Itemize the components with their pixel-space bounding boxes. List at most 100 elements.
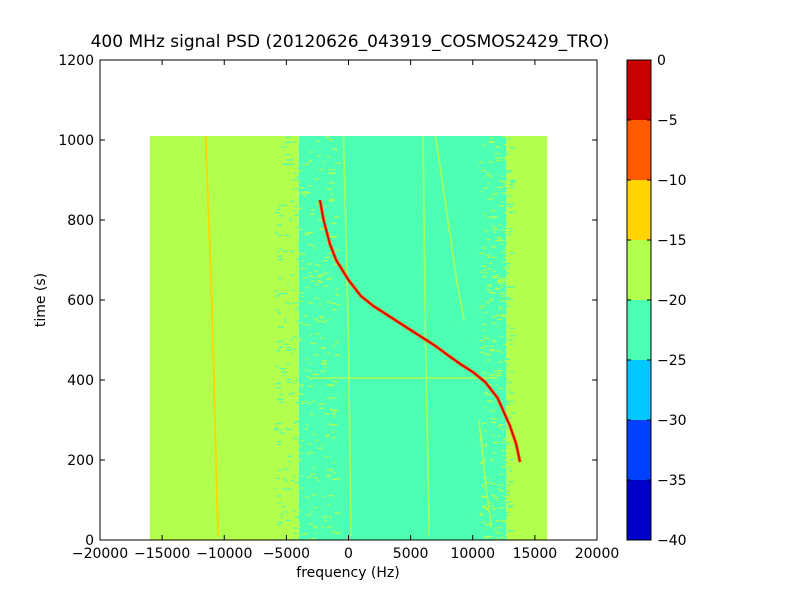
colorbar-tick-label: −25 — [657, 353, 687, 369]
noise-speck — [493, 418, 499, 420]
noise-speck — [487, 198, 493, 200]
noise-speck — [490, 500, 493, 502]
noise-speck — [319, 274, 325, 276]
noise-speck — [510, 459, 514, 461]
noise-speck — [328, 252, 335, 254]
noise-speck — [506, 509, 511, 511]
noise-speck — [278, 429, 284, 432]
noise-speck — [505, 374, 512, 376]
noise-speck — [509, 371, 515, 373]
noise-speck — [502, 202, 507, 205]
noise-speck — [286, 428, 293, 431]
noise-speck — [315, 330, 321, 332]
noise-speck — [277, 521, 281, 523]
noise-speck — [326, 278, 331, 280]
noise-speck — [304, 369, 307, 371]
noise-speck — [284, 234, 290, 237]
noise-speck — [303, 180, 310, 183]
noise-speck — [308, 213, 315, 216]
noise-speck — [492, 421, 497, 424]
noise-speck — [504, 441, 510, 443]
noise-speck — [289, 148, 293, 151]
noise-speck — [501, 239, 506, 242]
noise-speck — [278, 346, 283, 348]
noise-speck — [490, 348, 495, 350]
y-tick-label: 200 — [67, 453, 94, 469]
noise-speck — [289, 274, 294, 276]
noise-speck — [509, 500, 513, 502]
noise-speck — [498, 411, 503, 413]
noise-speck — [509, 411, 515, 413]
noise-speck — [497, 186, 504, 189]
noise-speck — [502, 298, 506, 300]
noise-speck — [486, 264, 491, 266]
noise-speck — [499, 306, 502, 308]
noise-speck — [332, 345, 336, 347]
noise-speck — [283, 211, 289, 213]
noise-speck — [298, 292, 304, 294]
noise-speck — [322, 160, 327, 162]
noise-speck — [274, 149, 277, 151]
noise-speck — [504, 378, 508, 380]
noise-speck — [276, 268, 280, 270]
noise-speck — [493, 370, 500, 372]
noise-speck — [310, 511, 314, 513]
noise-speck — [502, 136, 509, 138]
noise-speck — [291, 513, 298, 515]
noise-speck — [333, 472, 337, 474]
noise-speck — [508, 285, 514, 287]
noise-speck — [291, 179, 296, 181]
noise-speck — [331, 168, 335, 170]
noise-speck — [286, 159, 290, 161]
noise-speck — [493, 441, 496, 443]
noise-speck — [311, 250, 317, 252]
noise-speck — [279, 367, 286, 370]
noise-speck — [309, 160, 313, 162]
noise-speck — [510, 212, 517, 215]
noise-speck — [482, 269, 486, 272]
noise-speck — [501, 181, 506, 183]
noise-speck — [285, 302, 289, 304]
noise-speck — [279, 248, 283, 250]
noise-speck — [492, 462, 496, 464]
noise-speck — [498, 308, 503, 310]
noise-speck — [274, 201, 279, 203]
noise-speck — [332, 422, 335, 424]
noise-speck — [333, 260, 336, 262]
noise-speck — [504, 221, 508, 223]
noise-speck — [504, 460, 507, 462]
noise-speck — [291, 510, 296, 512]
noise-speck — [489, 137, 493, 139]
noise-speck — [298, 515, 304, 517]
noise-speck — [295, 537, 299, 539]
noise-speck — [326, 429, 330, 432]
noise-speck — [483, 429, 488, 432]
noise-speck — [281, 371, 288, 373]
noise-speck — [496, 472, 502, 475]
noise-speck — [296, 178, 303, 180]
noise-speck — [278, 308, 283, 310]
noise-speck — [480, 462, 484, 464]
noise-speck — [483, 477, 489, 479]
noise-speck — [288, 174, 292, 176]
noise-speck — [332, 411, 337, 413]
noise-speck — [488, 536, 493, 538]
noise-speck — [507, 341, 511, 344]
noise-speck — [506, 219, 509, 221]
noise-speck — [275, 495, 282, 497]
noise-speck — [479, 232, 485, 234]
noise-speck — [500, 359, 505, 361]
noise-speck — [511, 424, 517, 426]
noise-speck — [316, 532, 320, 534]
noise-speck — [304, 496, 310, 498]
faint-trace-4 — [478, 419, 493, 529]
noise-speck — [296, 138, 300, 140]
noise-speck — [312, 488, 315, 490]
noise-speck — [500, 507, 505, 509]
noise-speck — [294, 532, 297, 535]
noise-speck — [483, 345, 487, 348]
noise-speck — [507, 511, 514, 513]
noise-speck — [320, 307, 323, 310]
noise-speck — [280, 495, 287, 498]
noise-speck — [274, 290, 277, 292]
